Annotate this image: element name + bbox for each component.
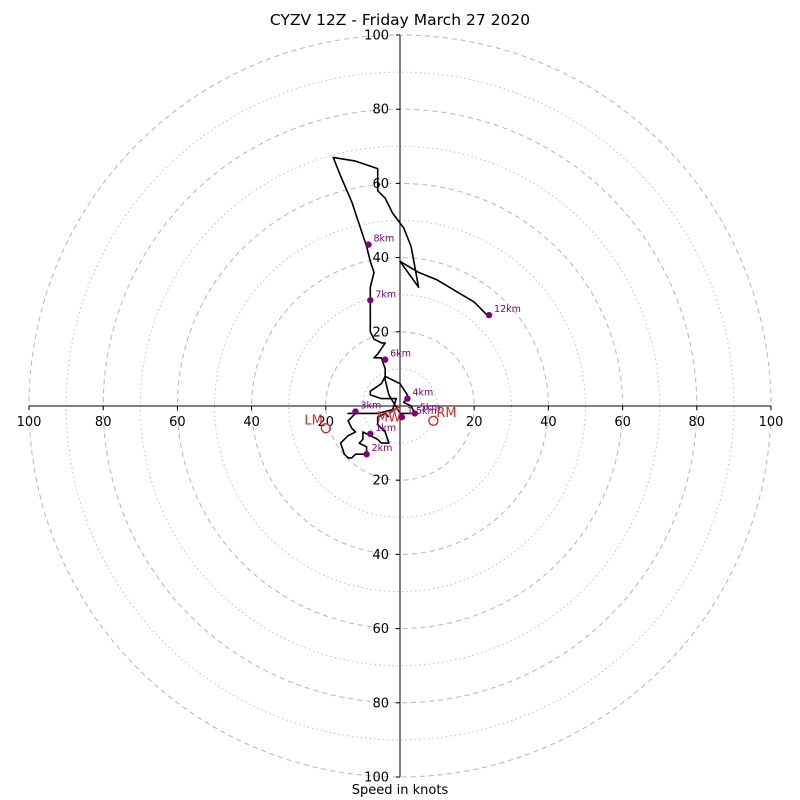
y-tick-label: 20 — [372, 474, 389, 489]
x-tick-label: 100 — [759, 415, 784, 430]
height-marker-point — [363, 451, 370, 458]
height-marker-point — [404, 395, 411, 402]
y-tick-label: 80 — [372, 696, 389, 711]
y-tick-label: 40 — [372, 251, 389, 266]
height-marker-label: 8km — [373, 234, 394, 245]
height-marker-point — [411, 410, 419, 417]
height-marker-point — [352, 408, 359, 415]
height-marker-point — [485, 311, 493, 319]
height-marker-point — [365, 241, 372, 248]
x-tick-label: 80 — [689, 415, 706, 430]
height-marker-label: 5km — [420, 402, 441, 413]
storm-motion-marker — [320, 423, 331, 434]
height-marker-label: 1km — [375, 423, 396, 434]
height-marker-point — [367, 297, 374, 304]
x-tick-label: 80 — [95, 415, 112, 430]
storm-motion-marker — [428, 415, 439, 427]
storm-motion-label: LM — [304, 413, 322, 428]
x-tick-label: 60 — [169, 415, 186, 430]
x-tick-label: 40 — [540, 415, 557, 430]
mean-wind-arrow — [388, 405, 401, 415]
height-marker-label: 3km — [360, 401, 381, 412]
height-marker-label: 1.5km — [407, 406, 437, 417]
height-marker-label: 4km — [412, 388, 433, 399]
height-marker-point — [381, 356, 389, 363]
y-tick-label: 60 — [372, 177, 389, 192]
x-axis-label: Speed in knots — [351, 783, 449, 798]
y-tick-label: 20 — [372, 325, 389, 340]
x-tick-label: 20 — [466, 415, 483, 430]
height-marker-point — [398, 413, 406, 421]
storm-motion-label: RM — [436, 406, 456, 421]
x-tick-label: 40 — [243, 415, 260, 430]
height-marker-label: 6km — [390, 349, 411, 360]
y-tick-label: 40 — [372, 548, 389, 563]
y-tick-label: 100 — [364, 771, 389, 786]
x-tick-label: 60 — [614, 415, 631, 430]
height-marker-label: 2km — [372, 443, 393, 454]
y-tick-label: 100 — [364, 29, 389, 44]
y-tick-label: 60 — [372, 622, 389, 637]
chart-title: CYZV 12Z - Friday March 27 2020 — [269, 11, 531, 29]
storm-motion-label: MW — [377, 410, 401, 425]
y-tick-label: 80 — [372, 103, 389, 118]
height-marker-point — [367, 430, 374, 438]
height-marker-label: 7km — [375, 289, 396, 300]
x-tick-label: 100 — [17, 415, 42, 430]
height-marker-label: 12km — [494, 304, 521, 315]
